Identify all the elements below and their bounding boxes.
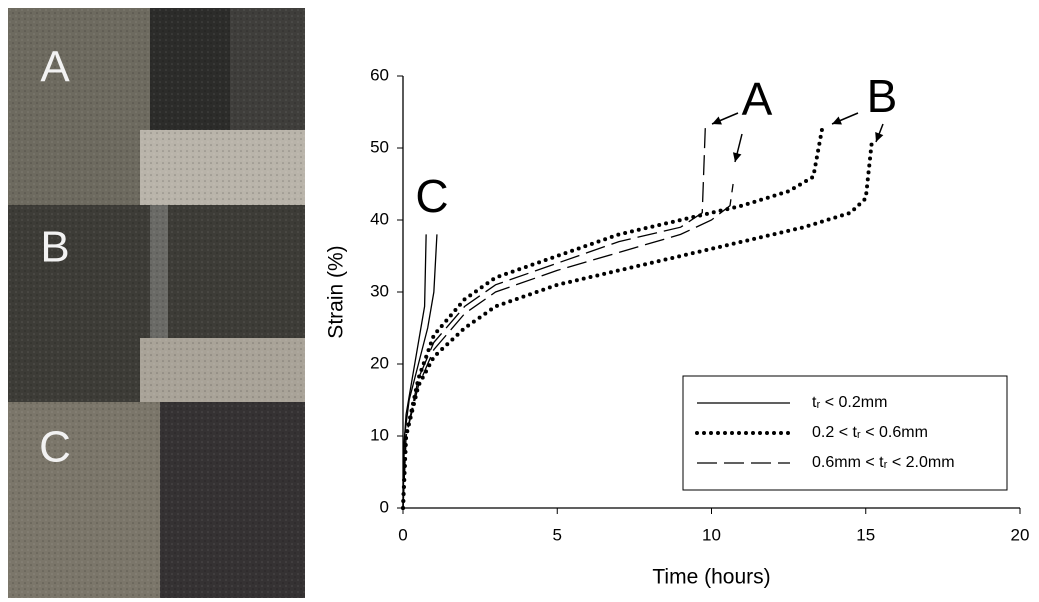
legend-label: tᵣ < 0.2mm: [812, 394, 887, 411]
legend-label: 0.6mm < tᵣ < 2.0mm: [812, 454, 955, 471]
chart: 0 5 10 15 20 0 10 20 30 40 50 60 Time (hours) Strain …: [325, 65, 1030, 588]
y-tick-label: 40: [370, 209, 389, 228]
photo-label: C: [39, 423, 71, 472]
legend-label: 0.2 < tᵣ < 0.6mm: [812, 424, 928, 441]
photo-texture: [8, 8, 305, 598]
x-tick-label: 20: [1011, 525, 1030, 544]
photo-label: B: [40, 223, 69, 272]
data-line: [401, 138, 874, 510]
y-tick-label: 60: [370, 65, 389, 84]
y-axis-label: Strain (%): [325, 245, 348, 338]
x-tick-label: 10: [702, 525, 721, 544]
photo-label: A: [40, 43, 70, 92]
data-line: [402, 234, 438, 509]
y-tick-label: 30: [370, 281, 389, 300]
arrow-head: [712, 116, 722, 125]
arrow-head: [875, 132, 884, 142]
arrow-head: [732, 152, 742, 162]
data-line: [401, 124, 825, 510]
arrow-head: [832, 116, 842, 125]
x-tick-label: 15: [856, 525, 875, 544]
photo-labels: A B C: [39, 43, 71, 472]
y-tick-label: 50: [370, 137, 389, 156]
data-line: [402, 126, 706, 509]
y-tick-label: 0: [380, 497, 389, 516]
annotation: B: [867, 70, 898, 122]
data-line: [402, 183, 734, 509]
x-tick-label: 5: [553, 525, 562, 544]
annotation: A: [742, 73, 773, 125]
legend: tᵣ < 0.2mm 0.2 < tᵣ < 0.6mm 0.6mm < tᵣ < 2…: [682, 375, 1008, 491]
x-axis-label: Time (hours): [652, 566, 770, 589]
y-tick-label: 20: [370, 353, 389, 372]
annotation: C: [415, 170, 448, 222]
photos: A B C: [8, 8, 305, 598]
x-tick-label: 0: [398, 525, 407, 544]
y-tick-label: 10: [370, 425, 389, 444]
